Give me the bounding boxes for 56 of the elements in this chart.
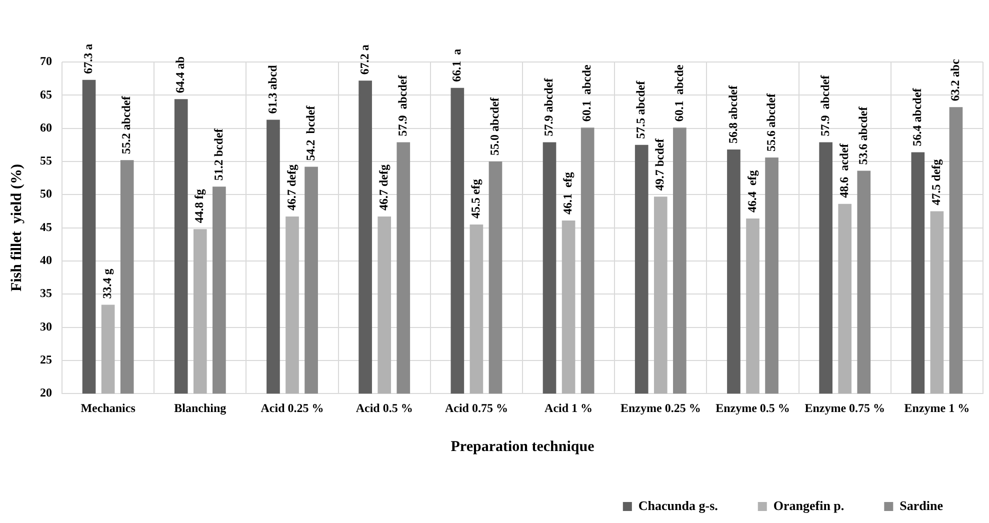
data-label: 51.2 bcdef: [211, 128, 226, 181]
data-label: 57.9 abcdef: [542, 77, 556, 136]
x-tick-label: Enzyme 1 %: [904, 400, 970, 415]
data-label: 46.1 efg: [560, 172, 575, 215]
y-tick-label: 50: [40, 186, 52, 201]
data-label: 45.5 efg: [468, 179, 483, 218]
data-label: 56.8 abcdef: [726, 84, 740, 144]
data-label: 60.1 abcde: [672, 64, 686, 122]
data-label: 48.6 acdef: [836, 142, 851, 198]
x-tick-label: Mechanics: [80, 400, 136, 415]
data-label: 63.2 abc: [948, 58, 962, 102]
y-tick-label: 20: [40, 386, 52, 400]
data-label: 55.0 abcdef: [488, 96, 502, 156]
y-tick-label: 35: [40, 286, 52, 300]
data-label: 33.4 g: [100, 268, 114, 299]
data-label: 47.5 defg: [929, 159, 944, 206]
x-tick-label: Acid 0.25 %: [260, 400, 324, 415]
data-label: 60.1 abcde: [580, 64, 594, 122]
y-tick-label: 65: [40, 87, 52, 102]
y-tick-label: 30: [40, 319, 52, 334]
data-label: 46.7 defg: [284, 164, 298, 211]
x-tick-label: Enzyme 0.25 %: [620, 400, 701, 415]
data-label: 46.4 efg: [744, 170, 759, 213]
legend-label: Chacunda g-s.: [638, 498, 718, 513]
data-label: 57.5 abcdef: [634, 80, 648, 139]
y-tick-label: 70: [40, 54, 52, 68]
data-label: 55.6 abcdef: [764, 92, 778, 152]
data-label: 54.2 bcdef: [303, 104, 318, 161]
x-tick-label: Acid 0.5 %: [356, 400, 413, 415]
x-tick-label: Enzyme 0.5 %: [716, 400, 790, 415]
data-label: 57.9 abcdef: [818, 74, 832, 136]
data-label: 55.2 abcdef: [119, 95, 134, 154]
y-tick-label: 40: [40, 253, 52, 268]
x-tick-label: Enzyme 0.75 %: [804, 400, 886, 415]
data-label: 56.4 abcdef: [910, 87, 924, 146]
y-tick-label: 55: [40, 154, 52, 168]
y-tick-label: 25: [40, 352, 52, 367]
data-label: 64.4 ab: [173, 56, 188, 94]
legend-label: Orangefin p.: [773, 498, 844, 513]
y-tick-label: 45: [40, 220, 52, 234]
legend-label: Sardine: [900, 498, 944, 513]
data-label: 44.8 fg: [192, 189, 206, 224]
x-tick-label: Blanching: [174, 400, 226, 415]
x-tick-label: Acid 0.75 %: [444, 400, 508, 415]
data-label: 53.6 abcdef: [856, 106, 870, 165]
y-tick-label: 60: [40, 120, 52, 134]
x-tick-label: Acid 1 %: [544, 400, 593, 415]
data-label: 46.7 defg: [376, 164, 390, 211]
data-label: 66.1 a: [450, 48, 464, 82]
data-label: 49.7 bcdef: [652, 138, 667, 191]
x-axis-title: Preparation technique: [450, 438, 595, 455]
data-label: 67.2 a: [357, 44, 372, 75]
y-axis-title: Fish fillet yield (%): [8, 164, 25, 292]
data-label: 67.3 a: [81, 44, 96, 74]
data-label: 61.3 abcd: [265, 64, 280, 114]
data-label: 57.9 abcdef: [395, 74, 410, 136]
